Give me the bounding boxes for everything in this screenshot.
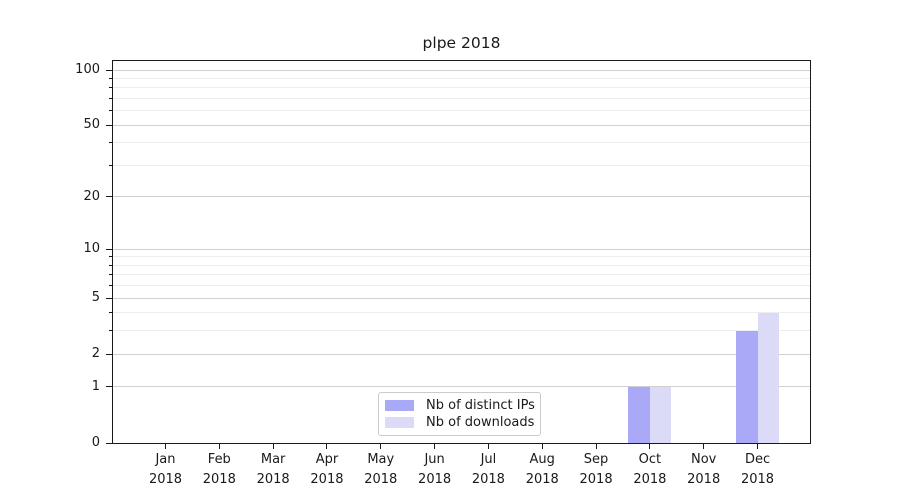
x-tick-sep — [595, 444, 597, 449]
y-minor-tick-90 — [109, 77, 113, 79]
x-tick-label-jun: Jun 2018 — [418, 452, 452, 487]
x-tick-dec — [757, 444, 759, 449]
gridline-minor-7 — [113, 274, 810, 276]
y-tick-label-5: 5 — [91, 290, 100, 306]
bar-nb-of-distinct-ips-dec — [736, 330, 758, 443]
y-minor-tick-6 — [109, 285, 113, 287]
y-minor-tick-9 — [109, 256, 113, 258]
gridline-major-1 — [113, 386, 810, 388]
gridline-major-10 — [113, 248, 810, 250]
legend-swatch-downloads — [385, 417, 414, 428]
y-tick-label-50: 50 — [83, 117, 100, 133]
x-tick-aug — [541, 444, 543, 449]
y-tick-50 — [106, 124, 113, 126]
y-tick-10 — [106, 248, 113, 250]
x-tick-label-feb: Feb 2018 — [202, 452, 236, 487]
y-tick-0 — [106, 442, 113, 444]
gridline-minor-40 — [113, 142, 810, 144]
y-minor-tick-4 — [109, 312, 113, 314]
legend: Nb of distinct IPs Nb of downloads — [378, 392, 541, 436]
y-minor-tick-40 — [109, 142, 113, 144]
y-tick-20 — [106, 196, 113, 198]
gridline-major-50 — [113, 124, 810, 126]
gridline-minor-9 — [113, 256, 810, 258]
y-tick-label-100: 100 — [75, 62, 100, 78]
x-tick-label-dec: Dec 2018 — [740, 452, 775, 487]
legend-swatch-distinct-ips — [385, 400, 414, 411]
y-tick-label-0: 0 — [91, 435, 100, 450]
y-minor-tick-60 — [109, 110, 113, 112]
x-tick-label-jul: Jul 2018 — [471, 452, 505, 487]
y-minor-tick-3 — [109, 330, 113, 332]
gridline-minor-6 — [113, 285, 810, 287]
y-tick-label-20: 20 — [83, 188, 100, 204]
legend-item-distinct-ips: Nb of distinct IPs — [385, 398, 535, 413]
x-tick-jun — [434, 444, 436, 449]
y-tick-label-10: 10 — [83, 241, 100, 257]
y-tick-2 — [106, 353, 113, 355]
x-tick-jan — [165, 444, 166, 449]
plot-area: Nb of distinct IPs Nb of downloads — [112, 60, 811, 444]
gridline-minor-80 — [113, 87, 810, 89]
gridline-major-100 — [113, 69, 810, 71]
gridline-minor-4 — [113, 312, 810, 314]
y-minor-tick-7 — [109, 274, 113, 276]
legend-label-downloads: Nb of downloads — [426, 415, 535, 430]
gridline-major-20 — [113, 196, 810, 198]
y-minor-tick-30 — [109, 165, 113, 166]
y-tick-5 — [106, 297, 113, 299]
x-tick-feb — [218, 444, 220, 449]
gridline-minor-60 — [113, 110, 810, 112]
x-tick-label-apr: Apr 2018 — [310, 452, 344, 487]
x-tick-label-mar: Mar 2018 — [256, 452, 290, 487]
y-tick-label-2: 2 — [91, 346, 100, 362]
x-tick-label-aug: Aug 2018 — [525, 452, 559, 487]
bar-nb-of-downloads-dec — [757, 312, 780, 443]
x-tick-oct — [649, 444, 651, 449]
x-tick-nov — [703, 444, 705, 449]
x-tick-label-jan: Jan 2018 — [148, 452, 183, 487]
gridline-major-5 — [113, 297, 810, 299]
gridline-minor-90 — [113, 77, 810, 79]
chart-title: plpe 2018 — [422, 34, 501, 52]
x-tick-label-may: May 2018 — [364, 452, 398, 487]
x-tick-label-oct: Oct 2018 — [633, 452, 667, 487]
legend-label-distinct-ips: Nb of distinct IPs — [426, 398, 535, 413]
gridline-minor-8 — [113, 264, 810, 266]
bar-nb-of-distinct-ips-oct — [628, 386, 650, 443]
x-tick-mar — [272, 444, 274, 449]
y-tick-label-1: 1 — [91, 378, 100, 394]
bar-nb-of-downloads-oct — [649, 386, 672, 443]
y-tick-100 — [106, 69, 113, 71]
y-minor-tick-8 — [109, 264, 113, 266]
gridline-minor-30 — [113, 165, 810, 166]
y-minor-tick-80 — [109, 87, 113, 89]
x-tick-label-sep: Sep 2018 — [579, 452, 613, 487]
x-tick-label-nov: Nov 2018 — [687, 452, 721, 487]
x-tick-may — [380, 444, 382, 449]
x-tick-apr — [326, 444, 328, 449]
y-minor-tick-70 — [109, 98, 113, 100]
legend-item-downloads: Nb of downloads — [385, 415, 534, 430]
gridline-minor-70 — [113, 98, 810, 100]
y-tick-1 — [106, 386, 113, 388]
x-tick-jul — [487, 444, 489, 449]
gridline-minor-3 — [113, 330, 810, 332]
gridline-major-2 — [113, 353, 810, 355]
